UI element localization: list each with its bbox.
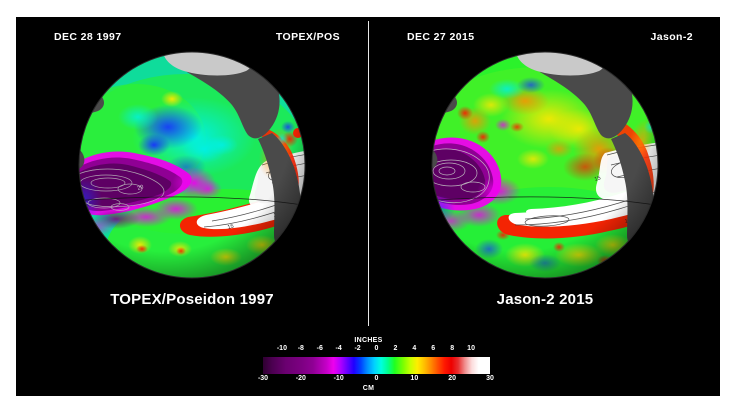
instrument-label-left: TOPEX/POS — [275, 31, 340, 43]
colorbar-tick: -6 — [316, 345, 323, 352]
colorbar-tick: 20 — [448, 375, 457, 382]
panel-divider — [368, 21, 369, 326]
panel-title-left: TOPEX/Poseidon 1997 — [110, 291, 274, 308]
colorbar-units-inches: INCHES — [354, 337, 383, 344]
colorbar-tick: 4 — [412, 345, 417, 352]
colorbar-tick: 6 — [431, 345, 436, 352]
colorbar-legend: INCHES -10 -8 -6 -4 -2 0 2 4 6 8 10 -30 -20 -10 0 10 20… — [247, 337, 494, 393]
globe-jason2-2015: 15 15 — [429, 49, 661, 281]
panel-topex-1997: DEC 28 1997 TOPEX/POS — [16, 17, 368, 327]
date-label-left: DEC 28 1997 — [54, 31, 122, 43]
colorbar-tick: 2 — [393, 345, 398, 352]
colorbar-gradient-strip — [263, 357, 490, 374]
colorbar-tick: 8 — [450, 345, 455, 352]
colorbar-tick: -20 — [295, 375, 306, 382]
colorbar-units-cm: CM — [362, 385, 375, 392]
black-plate: DEC 28 1997 TOPEX/POS — [16, 17, 720, 396]
colorbar-ticks-cm: -30 -20 -10 0 10 20 30 — [247, 375, 494, 386]
panel-title-right: Jason-2 2015 — [496, 291, 594, 308]
instrument-label-right: Jason-2 — [650, 31, 693, 43]
globe-svg-left: 20 — [78, 51, 306, 279]
colorbar-tick: 0 — [374, 345, 379, 352]
colorbar-tick: -4 — [335, 345, 342, 352]
date-label-right: DEC 27 2015 — [407, 31, 475, 43]
globe-svg-right: 15 15 — [431, 51, 659, 279]
globe-field-right: 15 15 — [432, 52, 658, 278]
colorbar-tick: 0 — [374, 375, 379, 382]
globe-topex-1997: 20 — [76, 49, 308, 281]
colorbar-tick: -10 — [333, 375, 344, 382]
colorbar-tick: -10 — [276, 345, 287, 352]
panel-jason2-2015: DEC 27 2015 Jason-2 — [369, 17, 720, 327]
colorbar-tick: 10 — [467, 345, 475, 352]
colorbar-ticks-inches: -10 -8 -6 -4 -2 0 2 4 6 8 10 — [247, 345, 490, 356]
colorbar-tick: -8 — [297, 345, 304, 352]
colorbar-tick: -2 — [354, 345, 361, 352]
globe-field-left: 20 — [79, 52, 305, 278]
colorbar-tick: 30 — [486, 375, 494, 382]
colorbar-tick: 10 — [410, 375, 419, 382]
colorbar-tick: -30 — [257, 375, 269, 382]
